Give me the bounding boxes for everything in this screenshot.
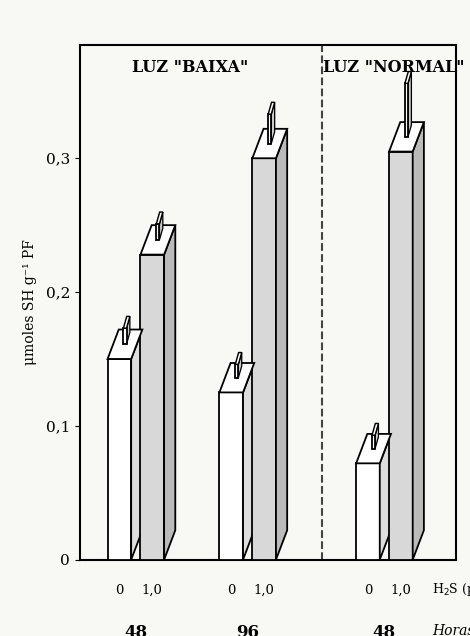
Text: Horas: Horas [432, 624, 470, 636]
Bar [219, 392, 243, 560]
Polygon shape [276, 129, 287, 560]
Polygon shape [159, 212, 163, 240]
Polygon shape [389, 122, 424, 151]
Text: 1,0: 1,0 [142, 584, 163, 597]
Polygon shape [157, 212, 163, 224]
Polygon shape [108, 329, 142, 359]
Polygon shape [408, 71, 411, 137]
Polygon shape [238, 352, 242, 378]
Polygon shape [164, 225, 175, 560]
Bar [252, 158, 276, 560]
Polygon shape [141, 225, 175, 254]
Bar [389, 151, 413, 560]
Polygon shape [356, 434, 391, 464]
Polygon shape [235, 352, 242, 364]
Text: 1,0: 1,0 [391, 584, 411, 597]
Polygon shape [372, 435, 375, 448]
Polygon shape [268, 114, 271, 144]
Polygon shape [268, 102, 274, 114]
Text: 1,0: 1,0 [254, 584, 274, 597]
Polygon shape [413, 122, 424, 560]
Polygon shape [243, 363, 254, 560]
Polygon shape [131, 329, 142, 560]
Text: LUZ "BAIXA": LUZ "BAIXA" [132, 59, 248, 76]
Text: 48: 48 [373, 624, 396, 636]
Polygon shape [372, 424, 378, 435]
Text: 0: 0 [115, 584, 124, 597]
Polygon shape [405, 71, 411, 83]
Text: LUZ "NORMAL": LUZ "NORMAL" [323, 59, 464, 76]
Polygon shape [271, 102, 274, 144]
Polygon shape [252, 129, 287, 158]
Text: 0: 0 [364, 584, 372, 597]
Polygon shape [405, 83, 408, 137]
Text: 0: 0 [227, 584, 235, 597]
Polygon shape [235, 364, 238, 378]
Text: 96: 96 [236, 624, 259, 636]
Polygon shape [124, 328, 126, 344]
Y-axis label: μmoles SH g⁻¹ PF: μmoles SH g⁻¹ PF [24, 239, 38, 365]
Polygon shape [380, 434, 391, 560]
Text: H$_2$S (ppm): H$_2$S (ppm) [432, 581, 470, 598]
Polygon shape [375, 424, 378, 448]
Bar [141, 254, 164, 560]
Polygon shape [157, 224, 159, 240]
Text: 48: 48 [124, 624, 148, 636]
Polygon shape [126, 317, 130, 344]
Polygon shape [124, 317, 130, 328]
Bar [356, 464, 380, 560]
Bar [108, 359, 131, 560]
Polygon shape [219, 363, 254, 392]
